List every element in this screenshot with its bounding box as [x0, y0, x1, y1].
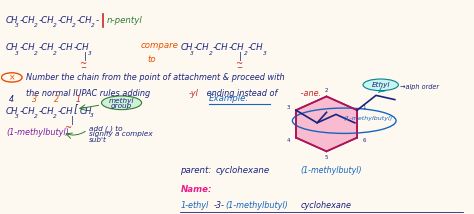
Text: -ane.: -ane.	[298, 89, 321, 98]
Text: -CH: -CH	[57, 107, 73, 116]
Text: 3: 3	[287, 105, 291, 110]
Text: 2: 2	[54, 95, 59, 104]
Text: 5: 5	[325, 155, 328, 160]
Text: 3: 3	[190, 51, 193, 56]
Text: -3-: -3-	[214, 201, 225, 210]
Text: -CH: -CH	[38, 16, 54, 25]
Text: 3: 3	[88, 51, 92, 56]
Text: group: group	[111, 103, 132, 109]
Text: 2: 2	[34, 23, 38, 28]
Text: 3: 3	[15, 51, 19, 56]
Text: ×: ×	[9, 73, 15, 82]
Text: →alph order: →alph order	[400, 84, 438, 90]
Text: methyl: methyl	[109, 98, 134, 104]
Text: (1-methylbutyl): (1-methylbutyl)	[226, 201, 289, 210]
Text: add ( ) to: add ( ) to	[89, 126, 122, 132]
Text: -CH: -CH	[19, 43, 35, 52]
Text: 4: 4	[9, 95, 14, 104]
Text: 3: 3	[15, 114, 19, 119]
Text: ~̲: ~̲	[235, 59, 242, 68]
Text: (1-methylbutyl): (1-methylbutyl)	[301, 166, 362, 175]
Text: -CH: -CH	[57, 43, 73, 52]
Text: 3: 3	[32, 95, 37, 104]
Text: ~̲: ~̲	[79, 59, 86, 68]
Text: 2: 2	[91, 23, 95, 28]
Text: -CH: -CH	[229, 43, 245, 52]
Text: CH: CH	[79, 107, 92, 116]
Text: Example:: Example:	[209, 94, 249, 103]
Text: -CH: -CH	[57, 16, 73, 25]
Text: -CH: -CH	[38, 107, 54, 116]
Text: -CH: -CH	[19, 16, 35, 25]
Text: 3: 3	[15, 23, 19, 28]
Text: -: -	[95, 16, 98, 25]
Text: -CH: -CH	[38, 43, 54, 52]
Text: ending instead of: ending instead of	[204, 89, 278, 98]
Text: CH: CH	[6, 107, 18, 116]
Text: [: [	[73, 103, 78, 113]
Text: -yl: -yl	[189, 89, 199, 98]
Text: -CH: -CH	[19, 107, 35, 116]
Text: |: |	[84, 52, 87, 61]
Text: parent:: parent:	[181, 166, 212, 175]
Text: CH: CH	[181, 43, 193, 52]
Text: Name:: Name:	[181, 185, 212, 194]
Text: (1-methylbutyl): (1-methylbutyl)	[6, 128, 69, 137]
Text: compare: compare	[140, 41, 178, 50]
Text: 2: 2	[53, 114, 57, 119]
Text: Ethyl: Ethyl	[372, 82, 390, 88]
Text: |: |	[71, 116, 74, 125]
Text: 2: 2	[244, 51, 247, 56]
Text: CH: CH	[6, 16, 18, 25]
Text: -CH: -CH	[76, 16, 92, 25]
Text: cyclohexane: cyclohexane	[216, 166, 270, 175]
Text: -CH: -CH	[248, 43, 264, 52]
Text: n-pentyl: n-pentyl	[106, 16, 142, 25]
Text: 3: 3	[90, 113, 94, 118]
Text: 6: 6	[363, 138, 366, 143]
Text: -CH: -CH	[73, 43, 89, 52]
Ellipse shape	[101, 96, 142, 110]
Text: signify a complex: signify a complex	[89, 131, 152, 137]
Text: ~: ~	[64, 123, 72, 132]
Text: -CH: -CH	[213, 43, 228, 52]
Text: sub't: sub't	[89, 137, 107, 143]
Text: the normal IUPAC rules adding: the normal IUPAC rules adding	[26, 89, 150, 98]
Ellipse shape	[363, 79, 398, 91]
Text: 2: 2	[325, 88, 328, 93]
Text: 4: 4	[287, 138, 291, 143]
Text: (1-methylbutyl): (1-methylbutyl)	[343, 116, 392, 121]
Text: 2: 2	[209, 51, 212, 56]
Text: 3: 3	[263, 51, 266, 56]
Text: 2: 2	[34, 51, 38, 56]
Text: CH: CH	[6, 43, 18, 52]
Text: 2: 2	[72, 23, 76, 28]
Text: 1: 1	[363, 105, 366, 110]
Text: to: to	[147, 55, 156, 64]
Text: 2: 2	[53, 23, 57, 28]
Text: 1: 1	[76, 95, 81, 104]
Text: 2: 2	[34, 114, 38, 119]
Text: cyclohexane: cyclohexane	[301, 201, 352, 210]
Text: 2: 2	[53, 51, 57, 56]
Text: |: |	[239, 52, 242, 61]
Polygon shape	[296, 97, 357, 151]
Text: Number the chain from the point of attachment & proceed with: Number the chain from the point of attac…	[26, 73, 284, 82]
Text: -CH: -CH	[194, 43, 210, 52]
Text: 1-ethyl: 1-ethyl	[181, 201, 209, 210]
